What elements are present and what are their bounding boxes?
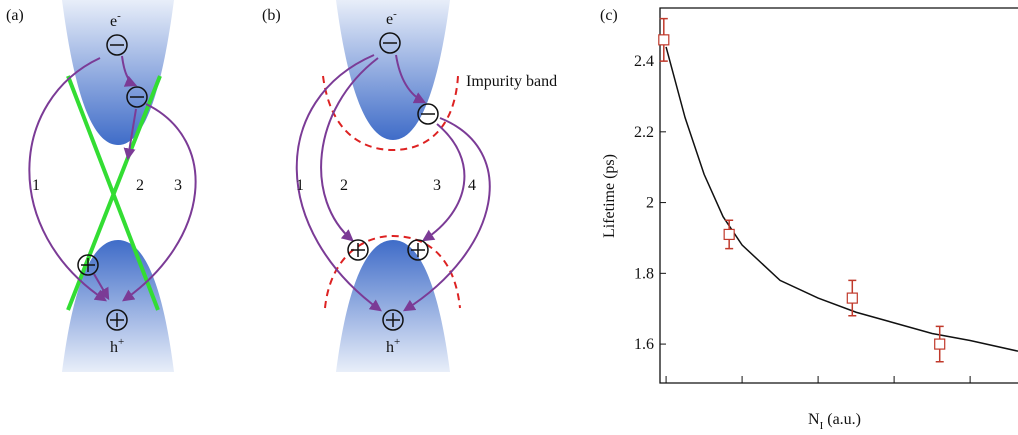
text: (a.u.)	[823, 411, 861, 428]
text: N	[808, 411, 820, 428]
arrow	[295, 54, 382, 312]
y-axis-label: Lifetime (ps)	[601, 154, 618, 238]
data-point	[723, 228, 735, 241]
arrow	[402, 117, 491, 312]
arrow	[93, 273, 110, 301]
conduction-band	[336, 0, 450, 140]
electron	[379, 32, 401, 54]
hole-label: h+	[386, 336, 400, 356]
path-label: 2	[340, 177, 348, 194]
fit-line	[665, 46, 1018, 352]
hole	[407, 239, 429, 261]
text: -	[117, 10, 121, 22]
panel-b: (b) e- h+ Impurity band 1 2 3 4	[262, 0, 557, 372]
text: -	[393, 8, 397, 20]
electron-label: e-	[386, 8, 397, 28]
valence-band	[62, 240, 174, 372]
path-label: 3	[174, 177, 182, 194]
hole	[382, 309, 404, 331]
text: h	[386, 339, 394, 356]
y-tick-label: 2.2	[634, 124, 654, 141]
hole	[106, 309, 128, 331]
panel-label: (b)	[262, 7, 281, 24]
text: I	[820, 420, 824, 432]
arrow	[121, 55, 138, 87]
x-axis-label: NI (a.u.)	[808, 411, 861, 432]
hole	[77, 254, 99, 276]
panel-label: (a)	[6, 7, 24, 24]
y-tick-label: 2	[646, 195, 654, 212]
data-point	[846, 292, 858, 304]
arrow	[122, 103, 197, 302]
text: e	[110, 13, 117, 30]
text: e	[386, 11, 393, 28]
panel-a: (a) e- h+ 1 2 3	[6, 0, 197, 372]
impurity-band	[322, 75, 459, 152]
hole	[347, 239, 369, 261]
path-label: 1	[32, 177, 40, 194]
text: h	[110, 339, 118, 356]
y-tick-label: 1.8	[634, 265, 654, 282]
electron-label: e-	[110, 10, 121, 30]
path-label: 1	[296, 177, 304, 194]
arrow	[123, 108, 137, 161]
text: +	[394, 336, 400, 348]
impurity-label: Impurity band	[466, 73, 557, 90]
dirac-line	[66, 75, 162, 311]
text: +	[118, 336, 124, 348]
y-tick-label: 2.4	[634, 53, 654, 70]
electron	[126, 86, 148, 108]
valence-band	[336, 240, 450, 372]
arrow	[421, 123, 466, 242]
y-tick-label: 1.6	[634, 336, 654, 353]
arrow	[28, 57, 107, 302]
panel-label: (c)	[600, 7, 618, 24]
data-point	[658, 34, 670, 46]
path-label: 3	[433, 177, 441, 194]
axis-frame	[659, 7, 1018, 384]
path-label: 2	[136, 177, 144, 194]
path-label: 4	[468, 177, 476, 194]
arrow	[320, 57, 379, 242]
data-point	[934, 338, 946, 350]
electron	[106, 34, 128, 56]
impurity-band	[324, 234, 461, 309]
arrow	[395, 54, 427, 104]
electron	[417, 103, 439, 125]
hole-label: h+	[110, 336, 124, 356]
